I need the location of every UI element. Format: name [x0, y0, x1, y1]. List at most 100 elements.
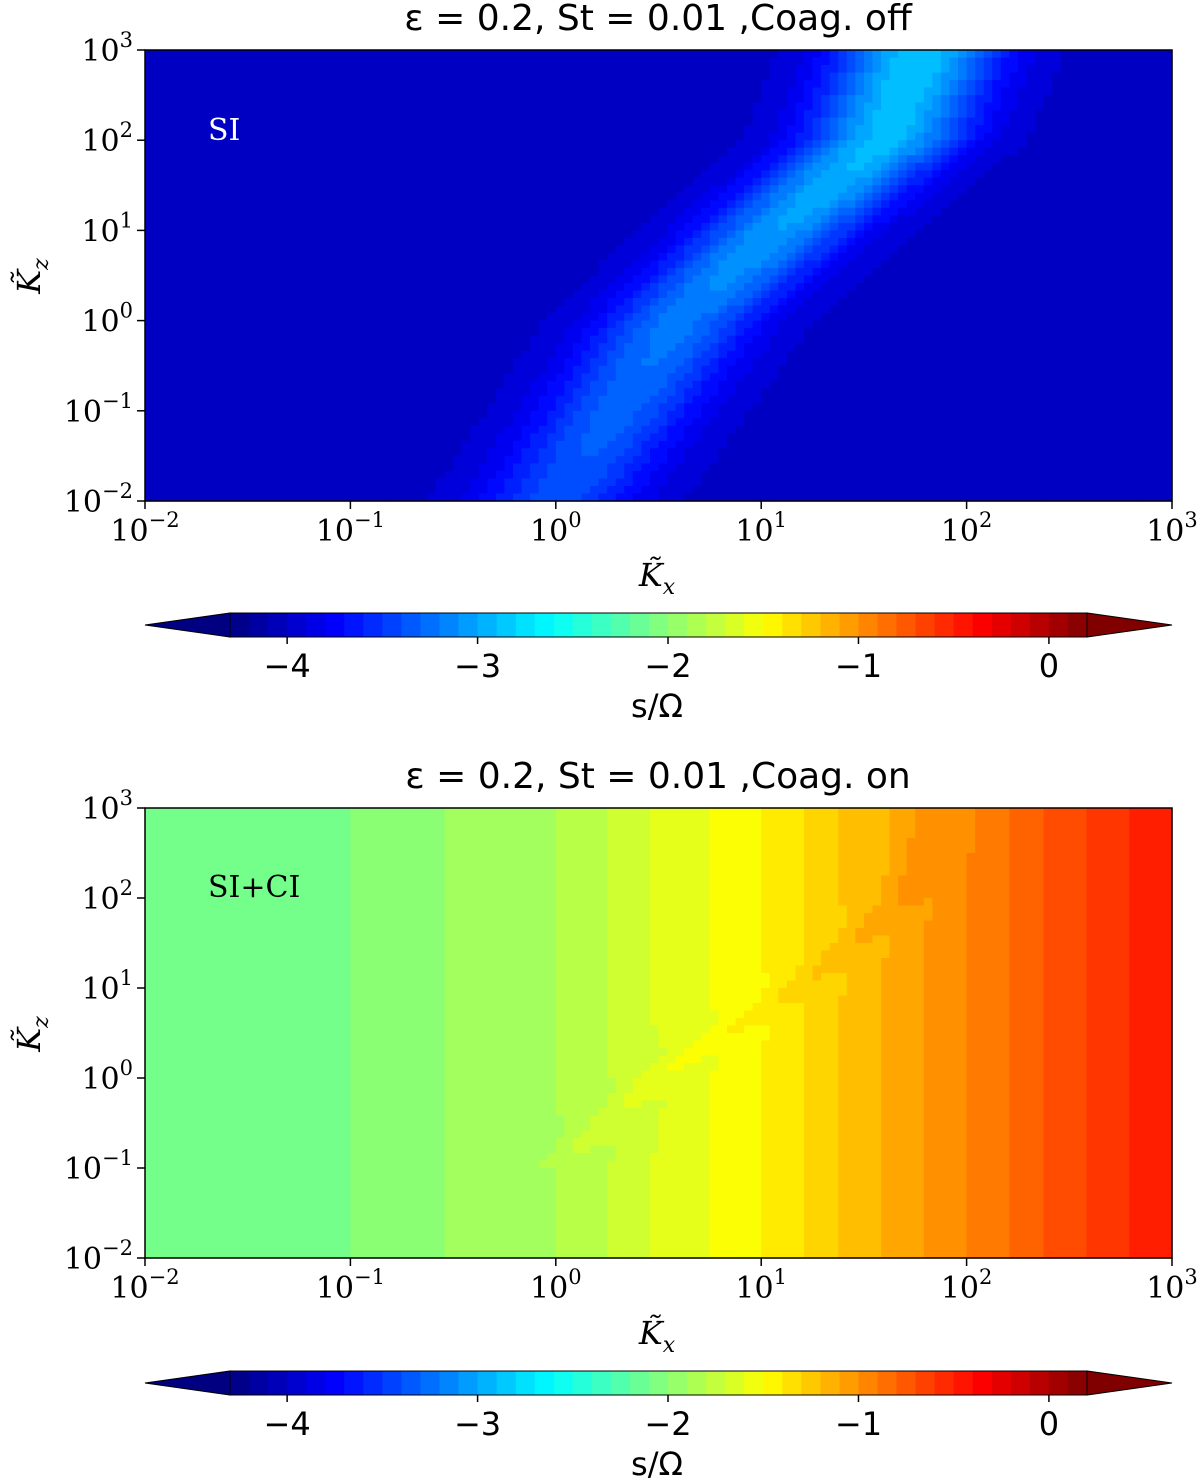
- contour-cell: [932, 343, 942, 352]
- contour-cell: [435, 245, 446, 254]
- contour-cell: [290, 50, 300, 59]
- contour-cell: [427, 222, 437, 231]
- contour-cell: [376, 350, 386, 359]
- contour-cell: [281, 140, 292, 149]
- contour-cell: [778, 237, 788, 247]
- contour-cell: [410, 177, 420, 186]
- contour-cell: [1069, 102, 1079, 111]
- contour-cell: [187, 110, 197, 119]
- contour-cell: [958, 290, 968, 299]
- contour-cell: [153, 230, 163, 239]
- contour-cell: [504, 162, 514, 171]
- contour-cell: [846, 162, 856, 171]
- contour-cell: [966, 350, 976, 359]
- contour-cell: [684, 252, 694, 262]
- contour-cell: [461, 192, 471, 201]
- contour-cell: [812, 260, 822, 269]
- contour-cell: [958, 72, 968, 81]
- contour-cell: [881, 275, 891, 284]
- contour-cell: [162, 117, 172, 126]
- contour-cell: [821, 313, 831, 322]
- contour-cell: [855, 72, 865, 81]
- contour-cell: [376, 245, 386, 254]
- contour-cell: [684, 65, 694, 74]
- contour-cell: [615, 147, 625, 156]
- contour-cell: [401, 320, 411, 329]
- contour-cell: [530, 230, 540, 239]
- contour-cell: [256, 305, 266, 314]
- contour-cell: [358, 147, 369, 156]
- contour-cell: [547, 117, 557, 126]
- contour-cell: [358, 328, 369, 337]
- contour-cell: [992, 215, 1002, 224]
- contour-cell: [530, 245, 540, 254]
- contour-cell: [290, 147, 300, 156]
- contour-cell: [906, 125, 916, 134]
- contour-cell: [187, 237, 197, 247]
- contour-cell: [726, 177, 737, 186]
- contour-cell: [530, 335, 540, 344]
- contour-cell: [726, 140, 737, 149]
- contour-cell: [196, 162, 206, 171]
- contour-cell: [547, 155, 557, 164]
- contour-cell: [786, 177, 797, 186]
- contour-cell: [632, 147, 642, 156]
- contour-cell: [222, 290, 232, 299]
- contour-cell: [478, 177, 488, 186]
- contour-cell: [641, 162, 651, 171]
- contour-cell: [786, 343, 797, 352]
- contour-cell: [744, 252, 754, 262]
- contour-cell: [632, 102, 642, 111]
- contour-cell: [1043, 87, 1053, 96]
- contour-cell: [675, 110, 685, 119]
- contour-cell: [358, 110, 369, 119]
- contour-cell: [281, 57, 292, 66]
- contour-cell: [983, 72, 993, 81]
- contour-cell: [709, 298, 720, 307]
- contour-cell: [821, 80, 831, 89]
- contour-cell: [470, 200, 480, 209]
- contour-cell: [341, 335, 351, 344]
- contour-cell: [170, 275, 180, 284]
- contour-cell: [581, 313, 591, 322]
- contour-cell: [341, 170, 351, 179]
- contour-cell: [1017, 267, 1028, 277]
- contour-cell: [992, 192, 1002, 201]
- contour-cell: [624, 328, 634, 337]
- contour-cell: [889, 50, 899, 59]
- contour-cell: [384, 132, 394, 141]
- contour-cell: [975, 252, 985, 262]
- contour-cell: [923, 200, 933, 209]
- contour-cell: [1017, 350, 1028, 359]
- contour-cell: [624, 343, 634, 352]
- contour-cell: [932, 252, 942, 262]
- contour-cell: [350, 192, 360, 201]
- contour-cell: [307, 237, 317, 247]
- contour-cell: [1035, 162, 1045, 171]
- contour-cell: [273, 350, 283, 359]
- contour-cell: [667, 80, 677, 89]
- contour-cell: [401, 192, 411, 201]
- contour-cell: [966, 155, 976, 164]
- contour-cell: [1146, 237, 1156, 247]
- contour-cell: [222, 65, 232, 74]
- contour-cell: [667, 170, 677, 179]
- contour-cell: [701, 177, 711, 186]
- contour-cell: [992, 185, 1002, 194]
- contour-cell: [709, 155, 720, 164]
- contour-cell: [1112, 252, 1122, 262]
- contour-cell: [504, 320, 514, 329]
- contour-cell: [230, 125, 240, 134]
- contour-cell: [1060, 57, 1070, 66]
- contour-cell: [1069, 72, 1079, 81]
- contour-cell: [615, 313, 625, 322]
- contour-cell: [769, 222, 779, 231]
- contour-cell: [803, 50, 814, 59]
- contour-cell: [992, 50, 1002, 59]
- contour-cell: [153, 267, 163, 277]
- contour-cell: [495, 102, 506, 111]
- contour-cell: [872, 230, 882, 239]
- contour-cell: [264, 358, 274, 367]
- contour-cell: [572, 335, 583, 344]
- contour-cell: [487, 177, 497, 186]
